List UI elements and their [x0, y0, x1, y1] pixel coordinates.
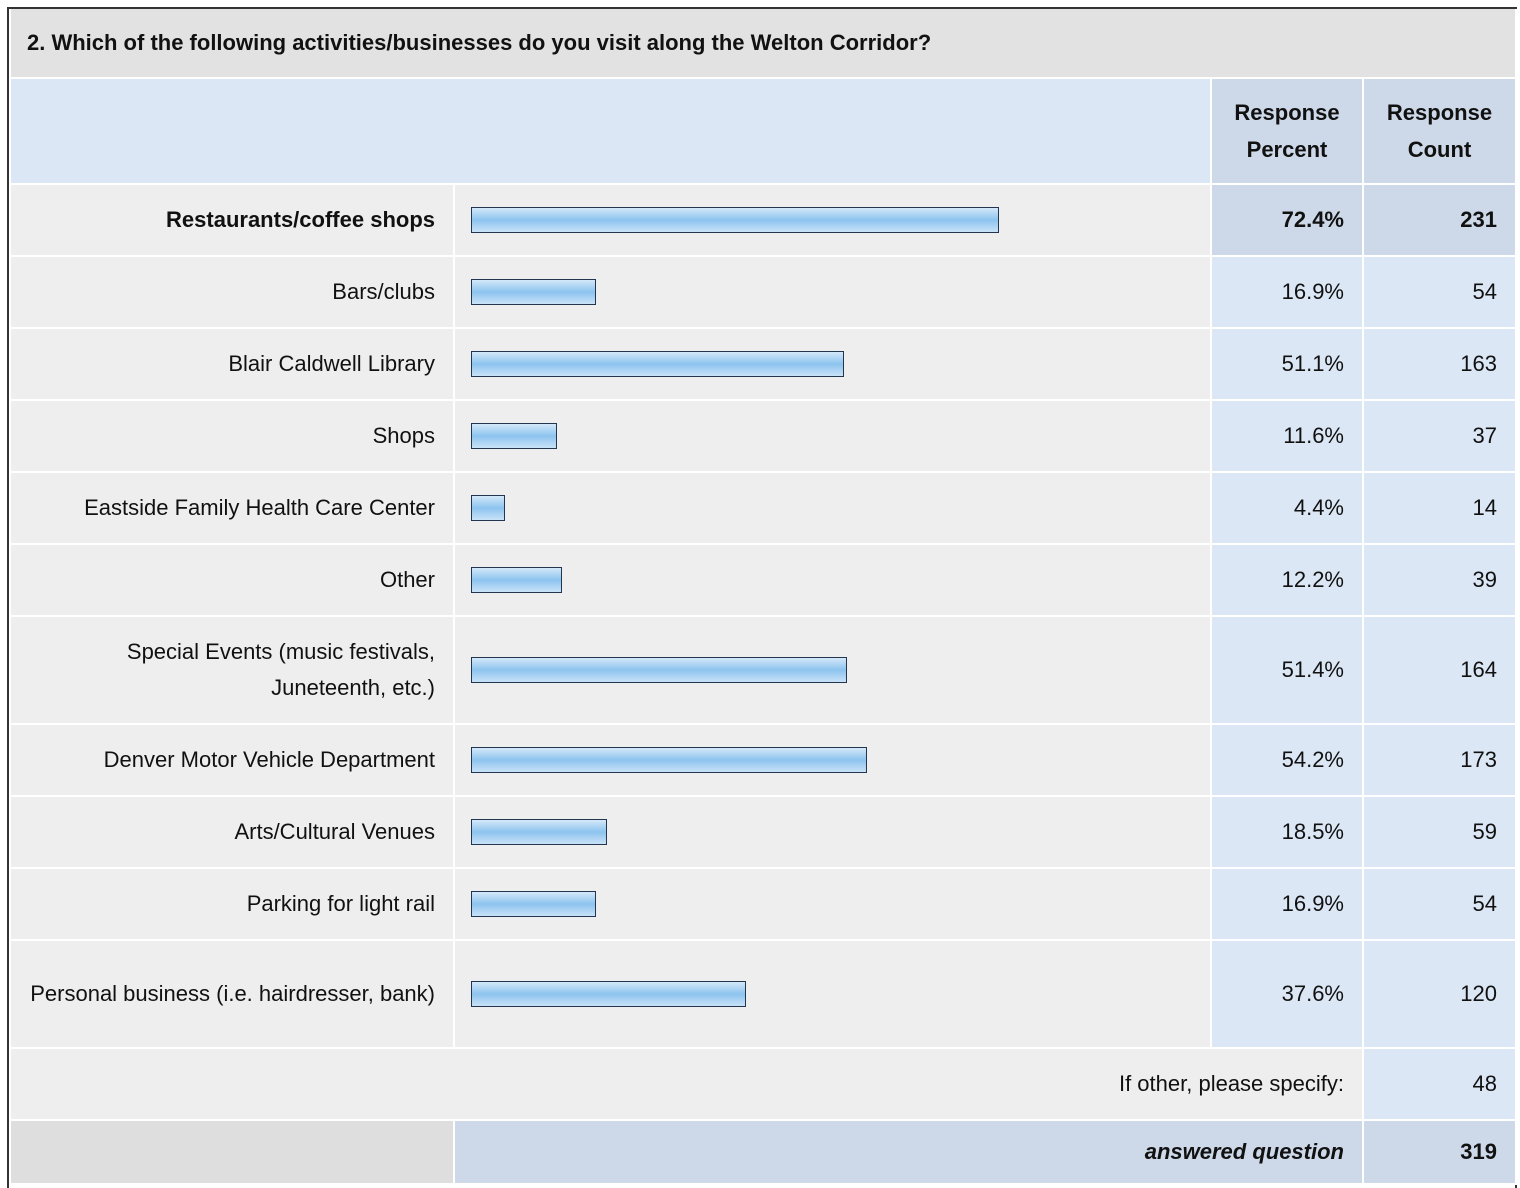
survey-panel: 2. Which of the following activities/bus… — [7, 7, 1518, 1188]
bar-cell — [453, 183, 1212, 257]
bar — [471, 747, 868, 773]
row-label: Special Events (music festivals, Junetee… — [9, 615, 455, 725]
other-row: If other, please specify: 48 — [9, 1047, 1518, 1121]
result-row: Parking for light rail 16.9% 54 — [9, 867, 1518, 941]
question-title: 2. Which of the following activities/bus… — [8, 9, 1518, 79]
row-label: Shops — [9, 399, 455, 473]
response-percent: 16.9% — [1210, 867, 1364, 941]
response-count: 231 — [1361, 183, 1518, 257]
result-row: Eastside Family Health Care Center 4.4% 14 — [9, 471, 1518, 545]
bar-cell — [453, 723, 1212, 797]
response-percent: 12.2% — [1210, 543, 1364, 617]
row-label: Other — [9, 543, 455, 617]
other-label: If other, please specify: — [9, 1047, 1364, 1121]
result-row: Denver Motor Vehicle Department 54.2% 173 — [9, 723, 1518, 797]
response-count: 54 — [1361, 255, 1518, 329]
other-count: 48 — [1361, 1047, 1518, 1121]
row-label: Bars/clubs — [9, 255, 455, 329]
bar — [471, 981, 747, 1007]
result-row: Special Events (music festivals, Junetee… — [9, 615, 1518, 725]
bar — [471, 495, 505, 521]
bar — [471, 657, 847, 683]
bar-cell — [453, 471, 1212, 545]
response-count: 14 — [1361, 471, 1518, 545]
response-count: 163 — [1361, 327, 1518, 401]
row-label: Arts/Cultural Venues — [9, 795, 455, 869]
row-label: Restaurants/coffee shops — [9, 183, 455, 257]
result-row: Other 12.2% 39 — [9, 543, 1518, 617]
bar-cell — [453, 399, 1212, 473]
bar — [471, 351, 845, 377]
response-percent: 72.4% — [1210, 183, 1364, 257]
result-row: Bars/clubs 16.9% 54 — [9, 255, 1518, 329]
bar — [471, 819, 608, 845]
bar-cell — [453, 939, 1212, 1049]
row-label: Personal business (i.e. hairdresser, ban… — [9, 939, 455, 1049]
answered-blank — [9, 1119, 455, 1185]
row-label: Blair Caldwell Library — [9, 327, 455, 401]
answered-row: answered question 319 — [9, 1119, 1518, 1185]
result-row: Restaurants/coffee shops 72.4% 231 — [9, 183, 1518, 257]
bar-cell — [453, 867, 1212, 941]
bar-cell — [453, 543, 1212, 617]
response-percent: 18.5% — [1210, 795, 1364, 869]
response-count: 39 — [1361, 543, 1518, 617]
bar — [471, 567, 562, 593]
response-count: 37 — [1361, 399, 1518, 473]
row-label: Parking for light rail — [9, 867, 455, 941]
results-table: 2. Which of the following activities/bus… — [8, 9, 1518, 1185]
column-header: Response Count — [1361, 77, 1518, 185]
bar-cell — [453, 255, 1212, 329]
response-count: 120 — [1361, 939, 1518, 1049]
bar — [471, 891, 596, 917]
header-blank — [9, 77, 1212, 185]
bar-cell — [453, 795, 1212, 869]
bar — [471, 279, 596, 305]
response-count: 54 — [1361, 867, 1518, 941]
bar — [471, 207, 1000, 233]
answered-label: answered question — [453, 1119, 1364, 1185]
response-percent: 16.9% — [1210, 255, 1364, 329]
answered-count: 319 — [1361, 1119, 1518, 1185]
row-label: Denver Motor Vehicle Department — [9, 723, 455, 797]
result-row: Personal business (i.e. hairdresser, ban… — [9, 939, 1518, 1049]
result-row: Blair Caldwell Library 51.1% 163 — [9, 327, 1518, 401]
bar-cell — [453, 327, 1212, 401]
result-row: Shops 11.6% 37 — [9, 399, 1518, 473]
bar — [471, 423, 558, 449]
response-count: 164 — [1361, 615, 1518, 725]
response-percent: 4.4% — [1210, 471, 1364, 545]
column-header: Response Percent — [1210, 77, 1364, 185]
response-percent: 51.1% — [1210, 327, 1364, 401]
response-percent: 51.4% — [1210, 615, 1364, 725]
response-count: 173 — [1361, 723, 1518, 797]
response-count: 59 — [1361, 795, 1518, 869]
response-percent: 11.6% — [1210, 399, 1364, 473]
row-label: Eastside Family Health Care Center — [9, 471, 455, 545]
response-percent: 54.2% — [1210, 723, 1364, 797]
result-row: Arts/Cultural Venues 18.5% 59 — [9, 795, 1518, 869]
bar-cell — [453, 615, 1212, 725]
response-percent: 37.6% — [1210, 939, 1364, 1049]
